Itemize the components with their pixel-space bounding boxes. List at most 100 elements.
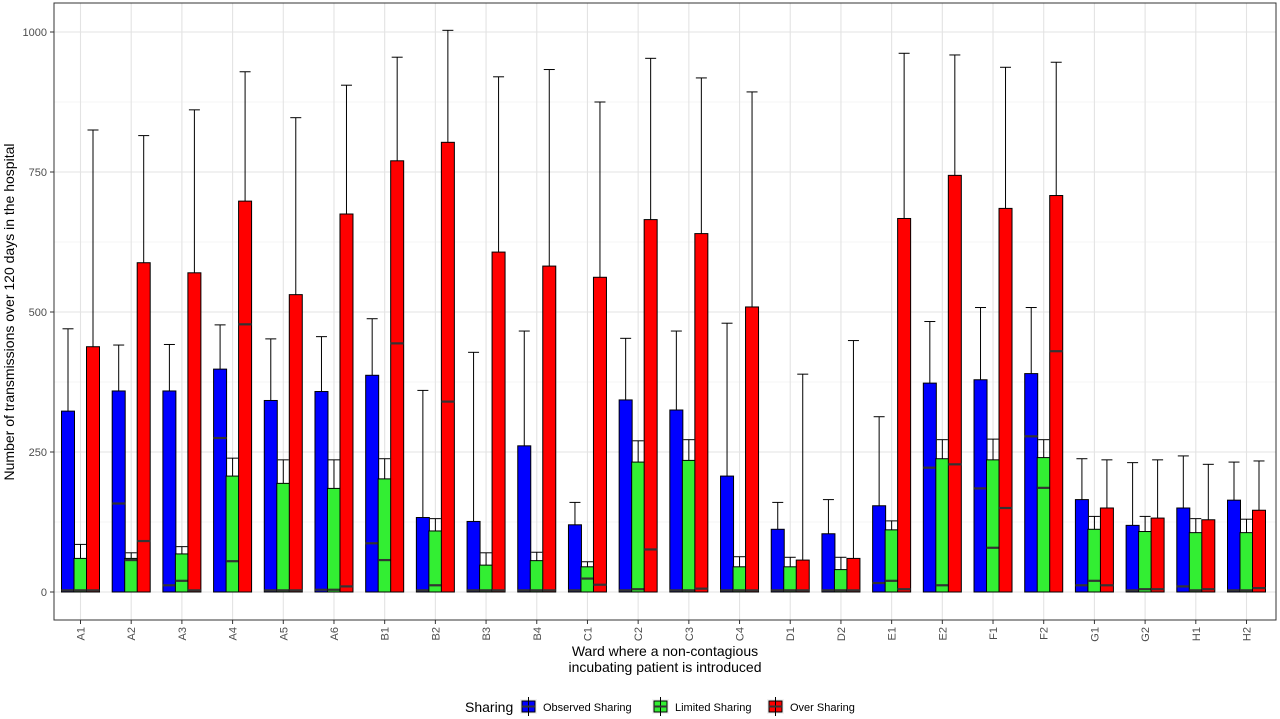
bar-G1-2 [1099,507,1114,593]
bar-A1-2 [86,346,100,593]
x-tick-label: A2 [126,627,138,640]
bar-G1-1 [1087,528,1102,593]
bar-C2-0 [618,399,633,593]
bar-F1-1 [986,459,1001,593]
x-tick-label: G1 [1089,627,1101,642]
x-tick-label: C1 [582,627,594,641]
bar-A6-0 [314,391,329,593]
x-tick-label: B2 [430,627,442,640]
x-tick-label: B3 [481,627,493,640]
bar-A5-0 [263,399,278,593]
x-tick-label: E1 [887,627,899,640]
bar-F2-0 [1024,373,1039,593]
bar-A6-1 [326,487,341,593]
bar-B3-0 [466,520,481,593]
bar-B2-2 [440,141,455,593]
bar-C2-1 [631,461,646,593]
bar-A4-1 [225,475,240,593]
x-axis-title-line-2: incubating patient is introduced [568,659,761,675]
x-tick-label: F1 [988,627,1000,640]
bar-B4-0 [517,445,532,593]
bar-H1-1 [1188,532,1203,593]
legend-label: Over Sharing [790,702,855,714]
x-tick-label: C4 [735,627,747,641]
x-tick-label: A5 [278,627,290,640]
y-tick-label: 250 [29,447,47,459]
bar-C4-2 [745,306,760,593]
bar-A4-0 [213,368,228,593]
bar-H1-0 [1176,507,1191,593]
x-tick-label: A3 [177,627,189,640]
y-tick-label: 0 [41,587,47,599]
x-tick-label: A1 [76,627,88,640]
bar-A2-1 [124,557,139,593]
bar-C3-0 [669,409,684,593]
bar-E2-0 [922,382,937,593]
bar-G2-2 [1150,517,1165,593]
bar-G1-0 [1074,499,1089,593]
y-axis: 0 250 500 750 1000 [23,27,54,599]
bar-C1-2 [592,276,607,593]
x-tick-label: A4 [228,627,240,640]
bar-D1-2 [795,559,810,593]
bars [61,29,1266,593]
bar-A3-0 [162,390,177,593]
x-tick-label: E2 [937,627,949,640]
x-tick-label: D1 [785,627,797,641]
x-tick-label: H1 [1191,627,1203,641]
gridlines [54,3,1276,620]
bar-H2-2 [1252,509,1266,593]
x-axis-title-line-1: Ward where a non-contagious [572,643,758,659]
x-tick-label: B4 [532,627,544,640]
bar-H2-0 [1227,499,1241,593]
bar-B4-1 [529,560,544,593]
bar-B3-1 [479,564,494,593]
bar-D2-1 [833,569,848,593]
bar-E2-2 [947,174,962,593]
y-axis-title: Number of transmissions over 120 days in… [1,144,17,481]
bar-C1-0 [567,524,582,593]
x-tick-label: C2 [633,627,645,641]
bar-A4-2 [238,200,253,593]
y-tick-label: 1000 [23,27,47,39]
bar-E1-0 [872,505,887,593]
bar-A2-2 [136,262,151,593]
bar-C3-2 [694,233,709,593]
bar-D1-0 [770,528,785,593]
legend: Sharing Observed Sharing Limited Sharing O… [465,697,855,716]
bar-B2-1 [428,530,443,593]
x-tick-label: C3 [684,627,696,641]
bar-A2-0 [111,390,126,593]
bar-E1-1 [884,529,899,593]
x-axis: A1 A2 A3 A4 A5 A6 B1 B2 B3 B4 C1 C2 C3 C4 D1 D2 E1 E2 F1 F2… [76,620,1254,642]
x-tick-label: A6 [329,627,341,640]
bar-G2-1 [1138,531,1153,593]
bar-F2-1 [1036,457,1051,593]
bar-A3-1 [174,553,189,593]
bar-B2-0 [415,517,430,593]
bar-E2-1 [935,458,950,593]
bar-C2-2 [643,219,658,593]
bar-A3-2 [187,272,202,593]
bar-H1-2 [1201,519,1216,593]
x-tick-label: D2 [836,627,848,641]
bar-B1-1 [377,478,392,593]
y-tick-label: 500 [29,307,47,319]
bar-D2-0 [821,533,836,593]
bar-B4-2 [542,265,557,593]
bar-F1-2 [998,207,1013,593]
bar-D1-1 [783,566,798,593]
bar-D2-2 [846,557,861,593]
bar-F1-0 [973,379,988,593]
bar-B1-0 [365,374,380,593]
bar-B3-2 [491,251,506,593]
bar-A1-1 [73,557,88,593]
bar-A5-1 [276,482,291,593]
bar-H2-1 [1239,532,1254,593]
bar-A5-2 [288,294,303,593]
bar-C4-1 [732,566,747,593]
bar-B1-2 [390,160,405,593]
x-tick-label: G2 [1140,627,1152,642]
legend-label: Limited Sharing [675,702,751,714]
